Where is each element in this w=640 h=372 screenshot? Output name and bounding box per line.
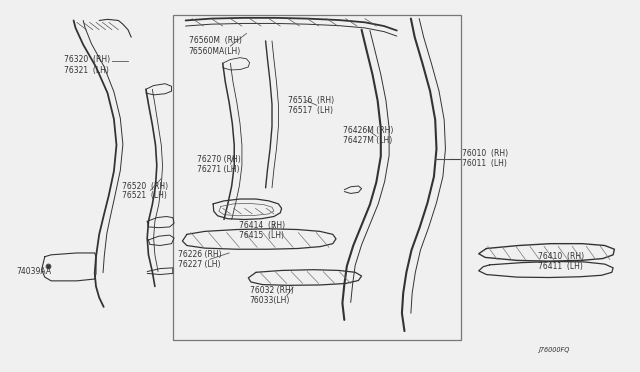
Text: 76517  (LH): 76517 (LH) <box>288 106 333 115</box>
Text: 74039AA: 74039AA <box>16 267 51 276</box>
Text: 76271 (LH): 76271 (LH) <box>197 165 239 174</box>
Text: 76426M (RH): 76426M (RH) <box>343 126 394 135</box>
Text: 76410  (RH): 76410 (RH) <box>538 252 584 261</box>
Text: 76227 (LH): 76227 (LH) <box>178 260 220 269</box>
Text: 76520  (RH): 76520 (RH) <box>122 182 168 190</box>
Text: 76033(LH): 76033(LH) <box>250 296 290 305</box>
Text: J76000FQ: J76000FQ <box>538 347 569 353</box>
Bar <box>173 15 461 340</box>
Text: 76411  (LH): 76411 (LH) <box>538 262 582 271</box>
Text: 76560MA(LH): 76560MA(LH) <box>189 47 241 56</box>
Text: 76011  (LH): 76011 (LH) <box>462 159 507 168</box>
Text: 76032 (RH): 76032 (RH) <box>250 286 293 295</box>
Text: 76321  (LH): 76321 (LH) <box>64 66 109 75</box>
Text: 76270 (RH): 76270 (RH) <box>197 155 241 164</box>
Text: 76226 (RH): 76226 (RH) <box>178 250 221 259</box>
Text: 76521  (LH): 76521 (LH) <box>122 191 166 200</box>
Text: 76414  (RH): 76414 (RH) <box>239 221 285 230</box>
Text: 76516  (RH): 76516 (RH) <box>288 96 334 105</box>
Text: 76427M (LH): 76427M (LH) <box>343 137 392 145</box>
Text: 76320  (RH): 76320 (RH) <box>64 55 110 64</box>
Text: 76010  (RH): 76010 (RH) <box>462 149 508 158</box>
Text: 76415  (LH): 76415 (LH) <box>239 231 284 240</box>
Text: 76560M  (RH): 76560M (RH) <box>189 36 242 45</box>
